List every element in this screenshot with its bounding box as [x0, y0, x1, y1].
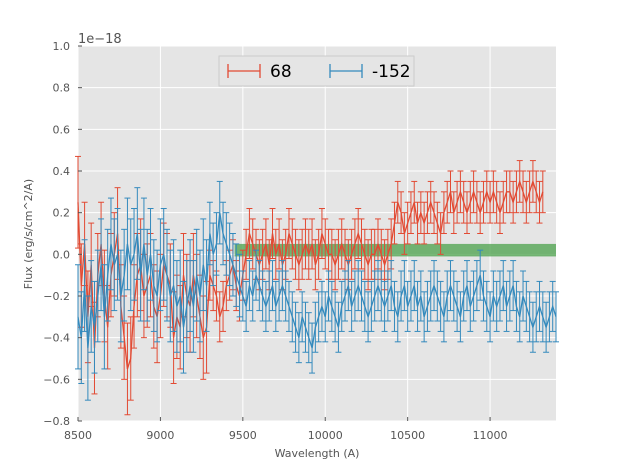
- y-tick-label: 1.0: [53, 40, 71, 53]
- legend: 68 -152: [218, 55, 415, 87]
- y-tick-label: 0.8: [53, 82, 71, 95]
- y-offset-label: 1e−18: [78, 32, 122, 47]
- series-line: [77, 212, 557, 349]
- x-tick-label: 10000: [308, 429, 343, 442]
- y-tick-label: −0.4: [43, 332, 70, 345]
- legend-label: -152: [372, 62, 411, 82]
- series-line: [77, 179, 544, 370]
- legend-box: [218, 55, 415, 87]
- x-tick-label: 10500: [390, 429, 425, 442]
- y-tick-label: −0.2: [43, 290, 70, 303]
- y-tick-label: 0.2: [53, 207, 71, 220]
- legend-entries: 68 -152: [227, 62, 411, 82]
- legend-entry-2: -152: [329, 62, 411, 82]
- y-tick-label: −0.6: [43, 373, 70, 386]
- x-axis-ticks: 8500 9000 9500 10000 10500 11000: [64, 417, 508, 442]
- legend-label: 68: [270, 62, 292, 82]
- legend-entry-1: 68: [227, 62, 292, 82]
- series-layer: [75, 155, 559, 416]
- x-tick-label: 11000: [473, 429, 508, 442]
- x-tick-label: 9000: [146, 429, 174, 442]
- y-axis-ticks: −0.8 −0.6 −0.4 −0.2 0.0 0.2 0.4 0.6 0.8 1.0: [43, 40, 82, 428]
- x-axis-label: Wavelength (A): [275, 447, 360, 460]
- y-tick-label: 0.6: [53, 123, 71, 136]
- y-tick-label: 0.4: [53, 165, 71, 178]
- plot-background: [78, 46, 556, 421]
- series-2: [75, 180, 559, 401]
- x-tick-label: 9500: [229, 429, 257, 442]
- y-tick-label: 0.0: [53, 248, 71, 261]
- y-axis-label: Flux (erg/s/cm^2/A): [22, 179, 35, 289]
- y-tick-label: −0.8: [43, 415, 70, 428]
- x-tick-label: 8500: [64, 429, 92, 442]
